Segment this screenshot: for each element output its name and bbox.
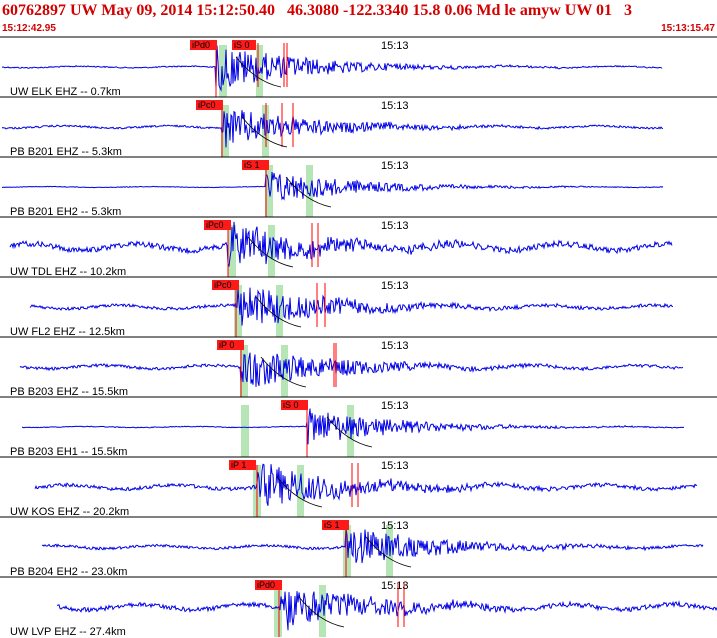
waveform-trace [9,221,673,267]
time-tick-label: 15:13 [381,520,409,532]
time-tick-label: 15:13 [381,400,409,412]
s-window-bar [319,585,326,637]
s-window-bar [306,165,313,217]
end-time-label: 15:13:15.47 [661,23,715,34]
pick-label-box [281,400,308,410]
pick-label: iPd0 [257,580,275,590]
pick-label-box [242,160,269,170]
p-window-bar [240,345,248,397]
pick-label: iPc0 [198,100,216,110]
p-window-bar [343,525,351,577]
travel-time-curve [285,176,332,208]
s-window-bar [256,45,263,97]
time-tick-label: 15:13 [381,100,409,112]
time-tick-label: 15:13 [381,340,409,352]
station-label: PB B203 EH1 -- 15.5km [10,446,127,458]
pick-label-box [212,280,239,290]
pick-label-box [190,40,217,50]
travel-time-curve [276,476,323,508]
pick-label-box [204,220,231,230]
waveform-trace [34,463,698,506]
waveform-trace [21,408,685,445]
s-window-bar [281,345,288,397]
pick-label: iP 0 [219,340,234,350]
station-label: PB B201 EH2 -- 5.3km [10,206,121,218]
pick-label: iPd0 [192,40,210,50]
travel-time-curve [326,416,373,448]
event-header-title: 60762897 UW May 09, 2014 15:12:50.40 46.… [2,2,633,19]
station-label: UW LVP EHZ -- 27.4km [10,626,126,638]
waveform-trace [56,591,717,631]
time-tick-label: 15:13 [381,580,409,592]
station-label: UW TDL EHZ -- 10.2km [10,266,126,278]
waveform-trace [1,110,664,148]
pick-label: iS 1 [244,160,260,170]
station-label: PB B203 EHZ -- 15.5km [10,386,128,398]
p-window-bar [219,45,227,97]
p-window-bar [234,285,242,337]
time-tick-label: 15:13 [381,460,409,472]
pick-label-box [196,100,223,110]
p-window-bar [241,405,249,457]
pick-label-box [217,340,244,350]
station-label: UW FL2 EHZ -- 12.5km [10,326,125,338]
station-label: UW KOS EHZ -- 20.2km [10,506,129,518]
pick-label: iS 0 [283,400,299,410]
travel-time-curve [255,296,302,328]
travel-time-curve [365,536,412,568]
start-time-label: 15:12:42.95 [2,23,56,34]
pick-label: iS 1 [324,520,340,530]
station-label: PB B204 EH2 -- 23.0km [10,566,127,578]
station-label: UW ELK EHZ -- 0.7km [10,86,121,98]
travel-time-curve [298,596,345,628]
p-window-bar [274,585,282,637]
pick-label-box [232,40,256,50]
pick-label: iPc0 [206,220,224,230]
station-label: PB B201 EHZ -- 5.3km [10,146,122,158]
waveform-trace [41,527,704,564]
pick-label: iPc0 [214,280,232,290]
pick-label: iP 1 [231,460,246,470]
waveform-trace [1,45,663,92]
travel-time-curve [241,116,288,148]
travel-time-curve [235,56,282,88]
time-tick-label: 15:13 [381,160,409,172]
waveform-trace [19,352,684,387]
pick-label-box [322,520,349,530]
waveform-trace [1,171,664,201]
travel-time-curve [260,356,307,388]
p-window-bar [228,225,236,277]
s-window-bar [297,465,304,517]
waveform-trace [29,287,674,326]
pick-label-box [229,460,256,470]
time-tick-label: 15:13 [381,280,409,292]
time-tick-label: 15:13 [381,220,409,232]
pick-label-2: iS 0 [234,40,250,50]
travel-time-curve [247,236,294,268]
time-tick-label: 15:13 [381,40,409,52]
pick-label-box [255,580,282,590]
